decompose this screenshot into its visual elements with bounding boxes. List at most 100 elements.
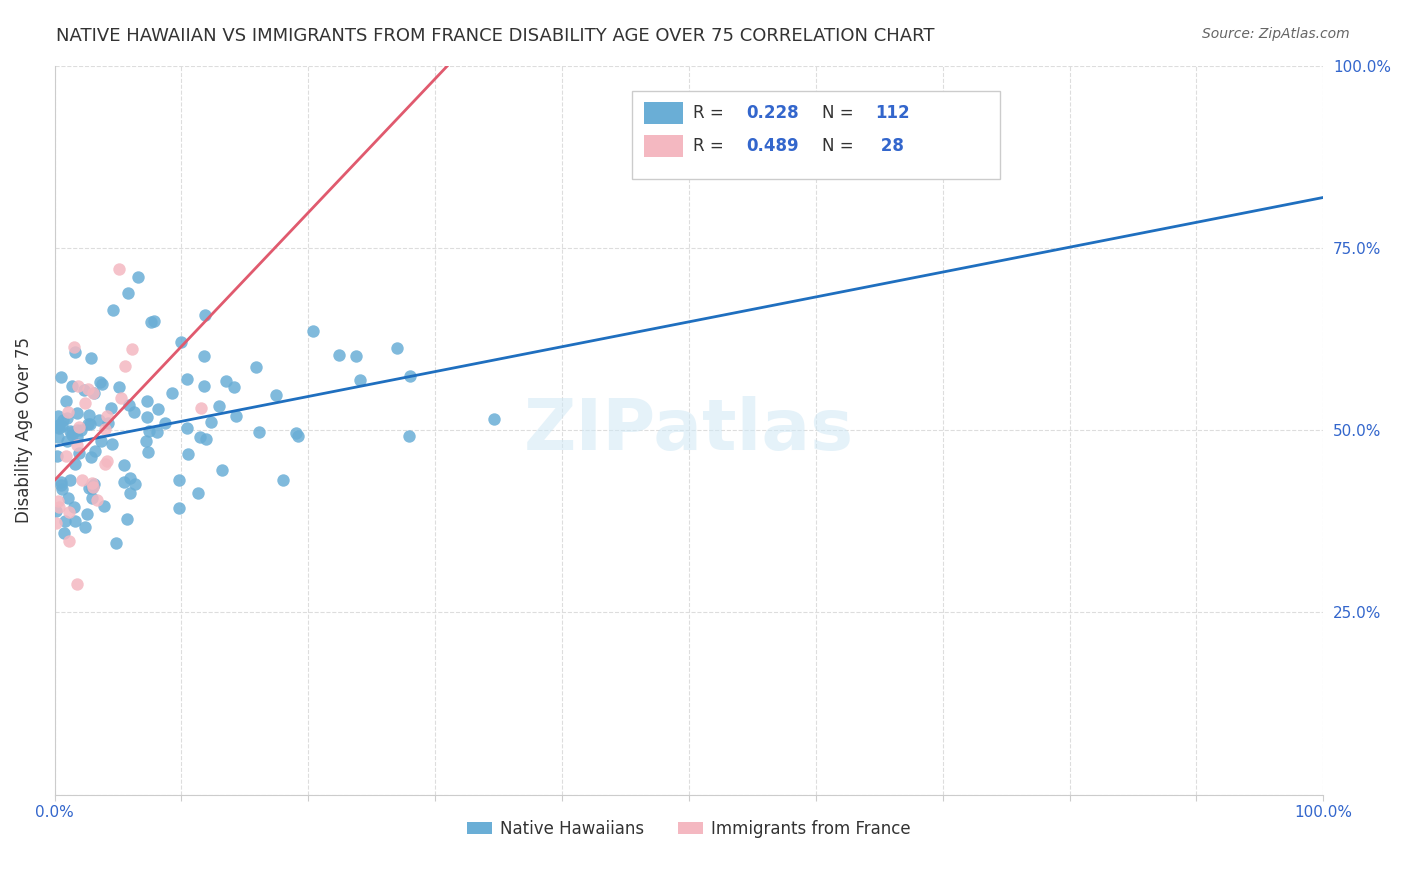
Point — [94, 422, 117, 436]
Point — [65, 437, 87, 451]
Point — [96, 409, 118, 424]
Point — [67, 446, 90, 460]
Point — [56, 405, 79, 419]
Point — [59, 424, 82, 438]
Point — [76, 382, 98, 396]
Point — [153, 417, 176, 431]
Point — [124, 476, 146, 491]
Point — [65, 345, 87, 359]
Point — [84, 444, 107, 458]
Point — [79, 409, 101, 423]
Text: 0.489: 0.489 — [747, 136, 799, 155]
Point — [77, 417, 100, 432]
Point — [67, 420, 90, 434]
Point — [271, 473, 294, 487]
Point — [70, 423, 93, 437]
Point — [118, 399, 141, 413]
Point — [118, 471, 141, 485]
Point — [103, 303, 125, 318]
Point — [146, 425, 169, 440]
Point — [66, 379, 89, 393]
Point — [82, 481, 104, 495]
Point — [70, 473, 93, 487]
Point — [51, 478, 73, 492]
Point — [46, 409, 69, 423]
Point — [344, 350, 367, 364]
Point — [48, 500, 70, 515]
Point — [176, 372, 198, 386]
Point — [186, 486, 208, 500]
Point — [112, 458, 135, 473]
Point — [115, 512, 138, 526]
Point — [58, 506, 80, 520]
Point — [51, 418, 73, 433]
Point — [225, 409, 247, 424]
Point — [122, 405, 145, 419]
Y-axis label: Disability Age Over 75: Disability Age Over 75 — [15, 337, 32, 523]
Point — [82, 475, 104, 490]
Point — [211, 463, 233, 477]
Text: ZIPatlas: ZIPatlas — [524, 396, 853, 465]
Point — [55, 449, 77, 463]
Point — [51, 370, 73, 384]
Point — [45, 504, 67, 518]
Point — [91, 377, 114, 392]
Point — [110, 391, 132, 405]
Point — [63, 340, 86, 354]
Point — [62, 500, 84, 514]
Point — [82, 479, 104, 493]
Point — [146, 401, 169, 416]
Text: R =: R = — [693, 104, 728, 122]
Point — [73, 520, 96, 534]
Point — [136, 393, 159, 408]
Point — [121, 342, 143, 356]
Point — [398, 429, 420, 443]
Point — [138, 425, 160, 439]
Point — [222, 380, 245, 394]
Point — [215, 374, 238, 388]
Point — [83, 476, 105, 491]
Point — [114, 359, 136, 373]
Point — [177, 447, 200, 461]
Point — [208, 399, 231, 413]
Point — [63, 514, 86, 528]
Bar — [644, 102, 682, 124]
Text: N =: N = — [823, 104, 859, 122]
Point — [56, 434, 79, 448]
Point — [105, 536, 128, 550]
Text: NATIVE HAWAIIAN VS IMMIGRANTS FROM FRANCE DISABILITY AGE OVER 75 CORRELATION CHA: NATIVE HAWAIIAN VS IMMIGRANTS FROM FRANC… — [56, 27, 935, 45]
Point — [349, 373, 371, 387]
Point — [127, 269, 149, 284]
Point — [56, 491, 79, 505]
Point — [79, 417, 101, 431]
Point — [101, 437, 124, 451]
Point — [46, 430, 69, 444]
Point — [60, 425, 83, 439]
Point — [60, 428, 83, 442]
Point — [66, 429, 89, 443]
Point — [52, 413, 75, 427]
Point — [46, 449, 69, 463]
Point — [90, 434, 112, 448]
Point — [94, 457, 117, 471]
Point — [48, 418, 70, 433]
Point — [63, 457, 86, 471]
Point — [195, 433, 218, 447]
Point — [117, 285, 139, 300]
Text: N =: N = — [823, 136, 859, 155]
Point — [484, 412, 506, 426]
Point — [193, 379, 215, 393]
Point — [194, 309, 217, 323]
Point — [86, 492, 108, 507]
Point — [93, 500, 115, 514]
FancyBboxPatch shape — [631, 91, 1000, 178]
Point — [285, 426, 308, 441]
Point — [107, 262, 129, 277]
Point — [73, 396, 96, 410]
Point — [112, 475, 135, 489]
Point — [135, 434, 157, 448]
Point — [53, 515, 76, 529]
Point — [76, 507, 98, 521]
Point — [66, 406, 89, 420]
Point — [136, 445, 159, 459]
